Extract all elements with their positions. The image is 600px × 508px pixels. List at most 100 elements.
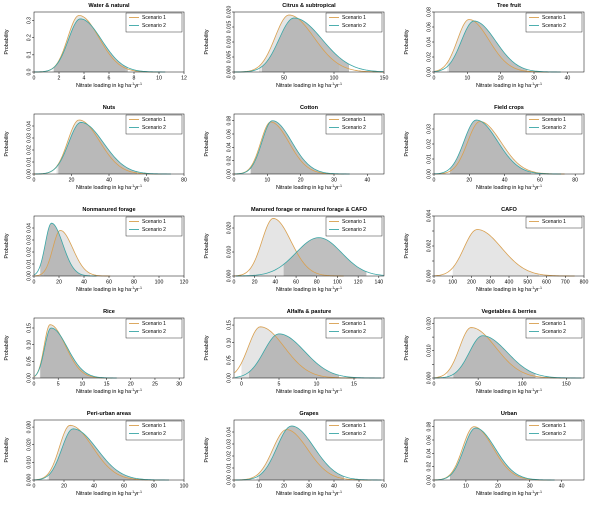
x-tick-label: 50 xyxy=(281,76,287,82)
x-tick-label: 0 xyxy=(33,76,36,82)
x-axis-label-text: Nitrate loading in kg ha xyxy=(76,287,131,293)
x-axis-label-exponent: -1 xyxy=(139,184,142,188)
x-tick-label: 0 xyxy=(433,484,436,490)
chart-panel: Field crops 0 20 40 60 80 0.00 0.01 0.02 0.03 Prob… xyxy=(400,102,600,202)
x-tick-label: 8 xyxy=(133,76,136,82)
chart-svg: Vegetables & berries 0 50 100 150 0.000 0.010 0… xyxy=(404,309,585,395)
x-axis-label-text: Nitrate loading in kg ha xyxy=(76,389,131,395)
y-axis-label: Probability xyxy=(4,233,10,258)
x-axis-label-exponent: -1 xyxy=(531,490,534,494)
legend-box xyxy=(525,12,583,33)
x-tick-label: 10 xyxy=(463,484,469,490)
y-tick-label: 0.005 xyxy=(227,51,233,64)
chart-svg: Nuts 0 20 40 60 80 0.00 0.01 0.02 0.03 0.04 Probabi… xyxy=(4,105,187,191)
x-tick-label: 20 xyxy=(252,280,258,286)
legend-box xyxy=(125,420,183,441)
y-tick-label: 0.030 xyxy=(27,421,33,434)
chart-title: Field crops xyxy=(494,105,524,111)
x-axis-label-exponent: -1 xyxy=(139,388,142,392)
x-axis-label: Nitrate loading in kg ha-1yr-1 xyxy=(276,286,342,293)
x-axis-label: Nitrate loading in kg ha-1yr-1 xyxy=(276,184,342,191)
chart-title: Nuts xyxy=(103,105,115,111)
y-tick-label: 0.010 xyxy=(27,456,33,469)
x-tick-label: 40 xyxy=(91,484,97,490)
y-tick-label: 0.00 xyxy=(27,169,33,179)
chart-title: Manured forage or manured forage & CAFO xyxy=(251,207,368,213)
x-tick-label: 40 xyxy=(502,178,508,184)
chart-title: CAFO xyxy=(501,207,517,213)
x-tick-label: 40 xyxy=(559,484,565,490)
y-axis-label: Probability xyxy=(4,29,10,54)
legend-label: Scenario 2 xyxy=(542,125,566,131)
x-axis-label: Nitrate loading in kg ha-1yr-1 xyxy=(76,82,142,89)
x-axis-label-text: yr xyxy=(534,83,539,89)
chart-title: Peri-urban areas xyxy=(87,411,131,417)
x-tick-label: 800 xyxy=(580,280,589,286)
chart-title: Water & natural xyxy=(88,3,130,9)
legend-label: Scenario 2 xyxy=(342,125,366,131)
chart-panel: Citrus & subtropical 0 50 100 150 0.000 0.005 0… xyxy=(200,0,400,100)
chart-svg: Cotton 0 10 20 30 40 0.00 0.02 0.04 0.06 0.08 Proba… xyxy=(204,105,385,191)
x-tick-label: 4 xyxy=(83,76,86,82)
x-tick-label: 10 xyxy=(256,484,262,490)
x-axis-label-text: Nitrate loading in kg ha xyxy=(276,83,331,89)
x-axis-label-text: Nitrate loading in kg ha xyxy=(476,389,531,395)
chart-svg: Alfalfa & pasture 0 5 10 15 0.00 0.05 0.10 0.15 P… xyxy=(204,309,385,395)
y-tick-label: 0.01 xyxy=(27,259,33,269)
chart-title: Tree fruit xyxy=(497,3,521,9)
x-tick-label: 10 xyxy=(314,382,320,388)
y-tick-label: 0.08 xyxy=(227,116,233,126)
x-tick-label: 40 xyxy=(81,280,87,286)
legend-box xyxy=(125,114,183,135)
legend-label: Scenario 1 xyxy=(542,219,566,225)
x-tick-label: 40 xyxy=(106,178,112,184)
x-tick-label: 300 xyxy=(486,280,495,286)
y-tick-label: 0.08 xyxy=(427,7,433,17)
x-axis-label-text: yr xyxy=(534,389,539,395)
shaded-interval-2 xyxy=(49,428,136,480)
x-axis-label-text: yr xyxy=(534,287,539,293)
x-axis-label-text: Nitrate loading in kg ha xyxy=(76,185,131,191)
y-tick-label: 0.000 xyxy=(227,66,233,79)
y-tick-label: 0.00 xyxy=(27,373,33,383)
legend-label: Scenario 1 xyxy=(342,219,366,225)
x-tick-label: 60 xyxy=(537,178,543,184)
x-tick-label: 0 xyxy=(33,280,36,286)
y-tick-label: 0.015 xyxy=(227,21,233,34)
x-tick-label: 60 xyxy=(293,280,299,286)
x-axis-label-text: Nitrate loading in kg ha xyxy=(76,491,131,497)
y-tick-label: 0.10 xyxy=(27,340,33,350)
x-tick-label: 100 xyxy=(518,382,527,388)
x-axis-label-exponent: -1 xyxy=(131,490,134,494)
x-tick-label: 0 xyxy=(233,280,236,286)
x-tick-label: 80 xyxy=(314,280,320,286)
density-curve-scenario-1 xyxy=(35,424,160,481)
density-curve-scenario-1 xyxy=(434,327,570,379)
y-tick-label: 0.15 xyxy=(227,320,233,330)
chart-svg: CAFO 0 100 200 300 400 500 600 700 800 0.000 0.002 0… xyxy=(404,207,589,293)
chart-panel: Manured forage or manured forage & CAFO 0… xyxy=(200,204,400,304)
legend-box xyxy=(525,114,583,135)
x-tick-label: 30 xyxy=(306,484,312,490)
chart-svg: Water & natural 0 2 4 6 8 10 12 0.0 0.1 0.2 0.3 Prob… xyxy=(4,3,187,89)
shaded-interval-2 xyxy=(259,426,344,480)
x-tick-label: 100 xyxy=(333,280,342,286)
x-axis-label-text: yr xyxy=(134,287,139,293)
y-tick-label: 0.02 xyxy=(427,139,433,149)
x-tick-label: 140 xyxy=(374,280,383,286)
x-tick-label: 30 xyxy=(527,484,533,490)
legend-label: Scenario 2 xyxy=(142,227,166,233)
x-tick-label: 100 xyxy=(180,484,189,490)
chart-svg: Rice 0 5 10 15 20 25 30 0.00 0.05 0.10 0.15 Probabil… xyxy=(4,309,185,395)
x-axis-label-exponent: -1 xyxy=(531,286,534,290)
y-tick-label: 0.15 xyxy=(27,323,33,333)
x-tick-label: 150 xyxy=(380,76,389,82)
y-tick-label: 0.3 xyxy=(27,17,33,24)
y-axis-label: Probability xyxy=(4,335,10,360)
y-axis-label: Probability xyxy=(204,437,210,462)
x-tick-label: 20 xyxy=(56,280,62,286)
x-tick-label: 60 xyxy=(106,280,112,286)
legend-box xyxy=(125,216,183,237)
legend-label: Scenario 2 xyxy=(142,431,166,437)
legend-label: Scenario 1 xyxy=(542,321,566,327)
